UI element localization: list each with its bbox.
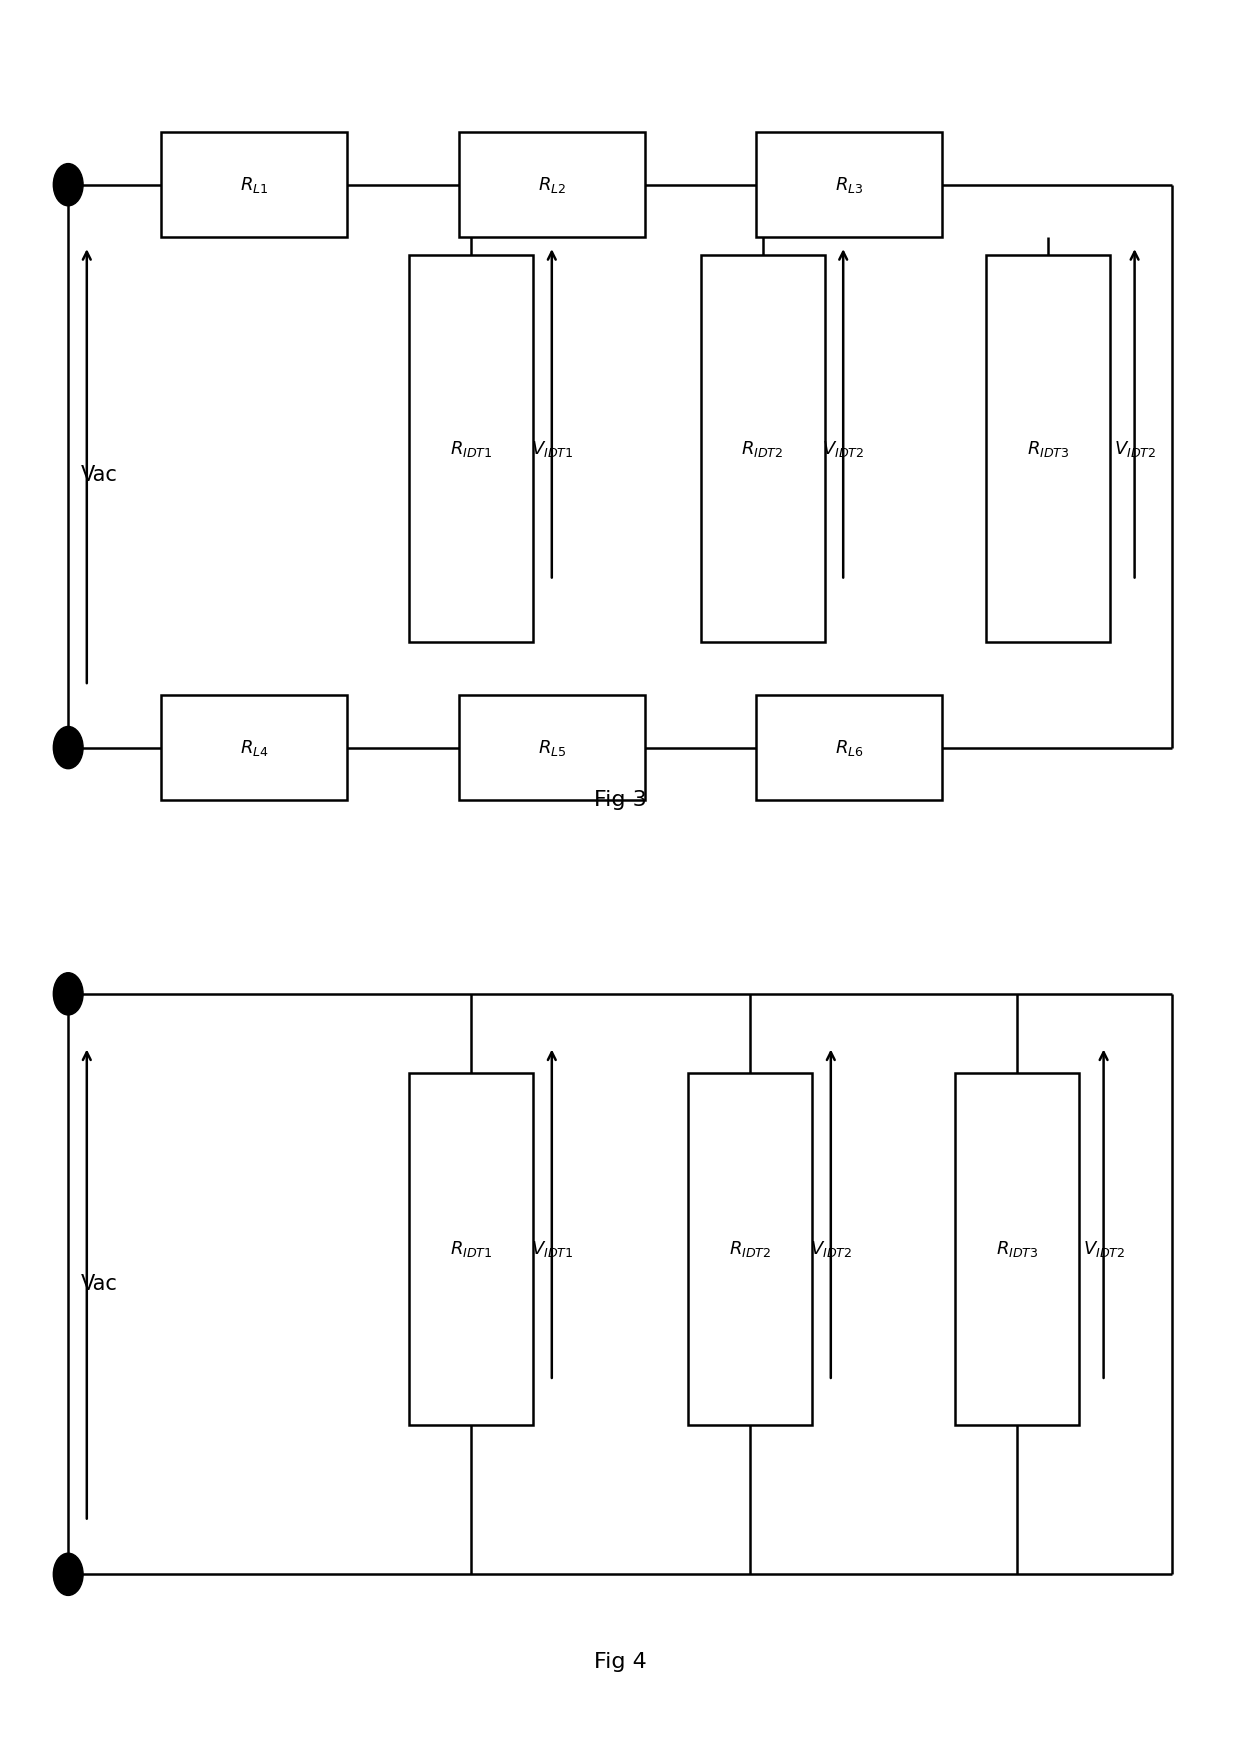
Text: $R_{IDT2}$: $R_{IDT2}$ [742,438,784,459]
Circle shape [53,164,83,206]
Text: $R_{IDT3}$: $R_{IDT3}$ [996,1238,1038,1259]
Text: $R_{L1}$: $R_{L1}$ [241,174,268,195]
Text: Vac: Vac [81,1274,118,1295]
Bar [409,1073,533,1425]
Text: $R_{L2}$: $R_{L2}$ [538,174,565,195]
Bar [701,255,825,642]
Bar [756,132,942,237]
Bar [688,1073,812,1425]
Circle shape [53,973,83,1015]
Bar [955,1073,1079,1425]
Text: $R_{L3}$: $R_{L3}$ [836,174,863,195]
Text: Fig 4: Fig 4 [594,1652,646,1673]
Bar [161,132,347,237]
Text: $V_{IDT1}$: $V_{IDT1}$ [531,1238,573,1259]
Text: $R_{IDT3}$: $R_{IDT3}$ [1027,438,1069,459]
Text: $V_{IDT2}$: $V_{IDT2}$ [1083,1238,1125,1259]
Text: Vac: Vac [81,464,118,485]
Text: $V_{IDT2}$: $V_{IDT2}$ [1114,438,1156,459]
Bar [409,255,533,642]
Bar [756,695,942,800]
Circle shape [53,726,83,769]
Text: $R_{L5}$: $R_{L5}$ [538,737,565,758]
Text: $V_{IDT1}$: $V_{IDT1}$ [531,438,573,459]
Text: Fig 3: Fig 3 [594,790,646,811]
Text: $R_{L6}$: $R_{L6}$ [835,737,864,758]
Text: $R_{IDT2}$: $R_{IDT2}$ [729,1238,771,1259]
Bar [986,255,1110,642]
Text: $R_{IDT1}$: $R_{IDT1}$ [450,438,492,459]
Text: $V_{IDT2}$: $V_{IDT2}$ [822,438,864,459]
Bar [459,695,645,800]
Text: $V_{IDT2}$: $V_{IDT2}$ [810,1238,852,1259]
Text: $R_{L4}$: $R_{L4}$ [239,737,269,758]
Text: $R_{IDT1}$: $R_{IDT1}$ [450,1238,492,1259]
Bar [161,695,347,800]
Bar [459,132,645,237]
Circle shape [53,1553,83,1595]
